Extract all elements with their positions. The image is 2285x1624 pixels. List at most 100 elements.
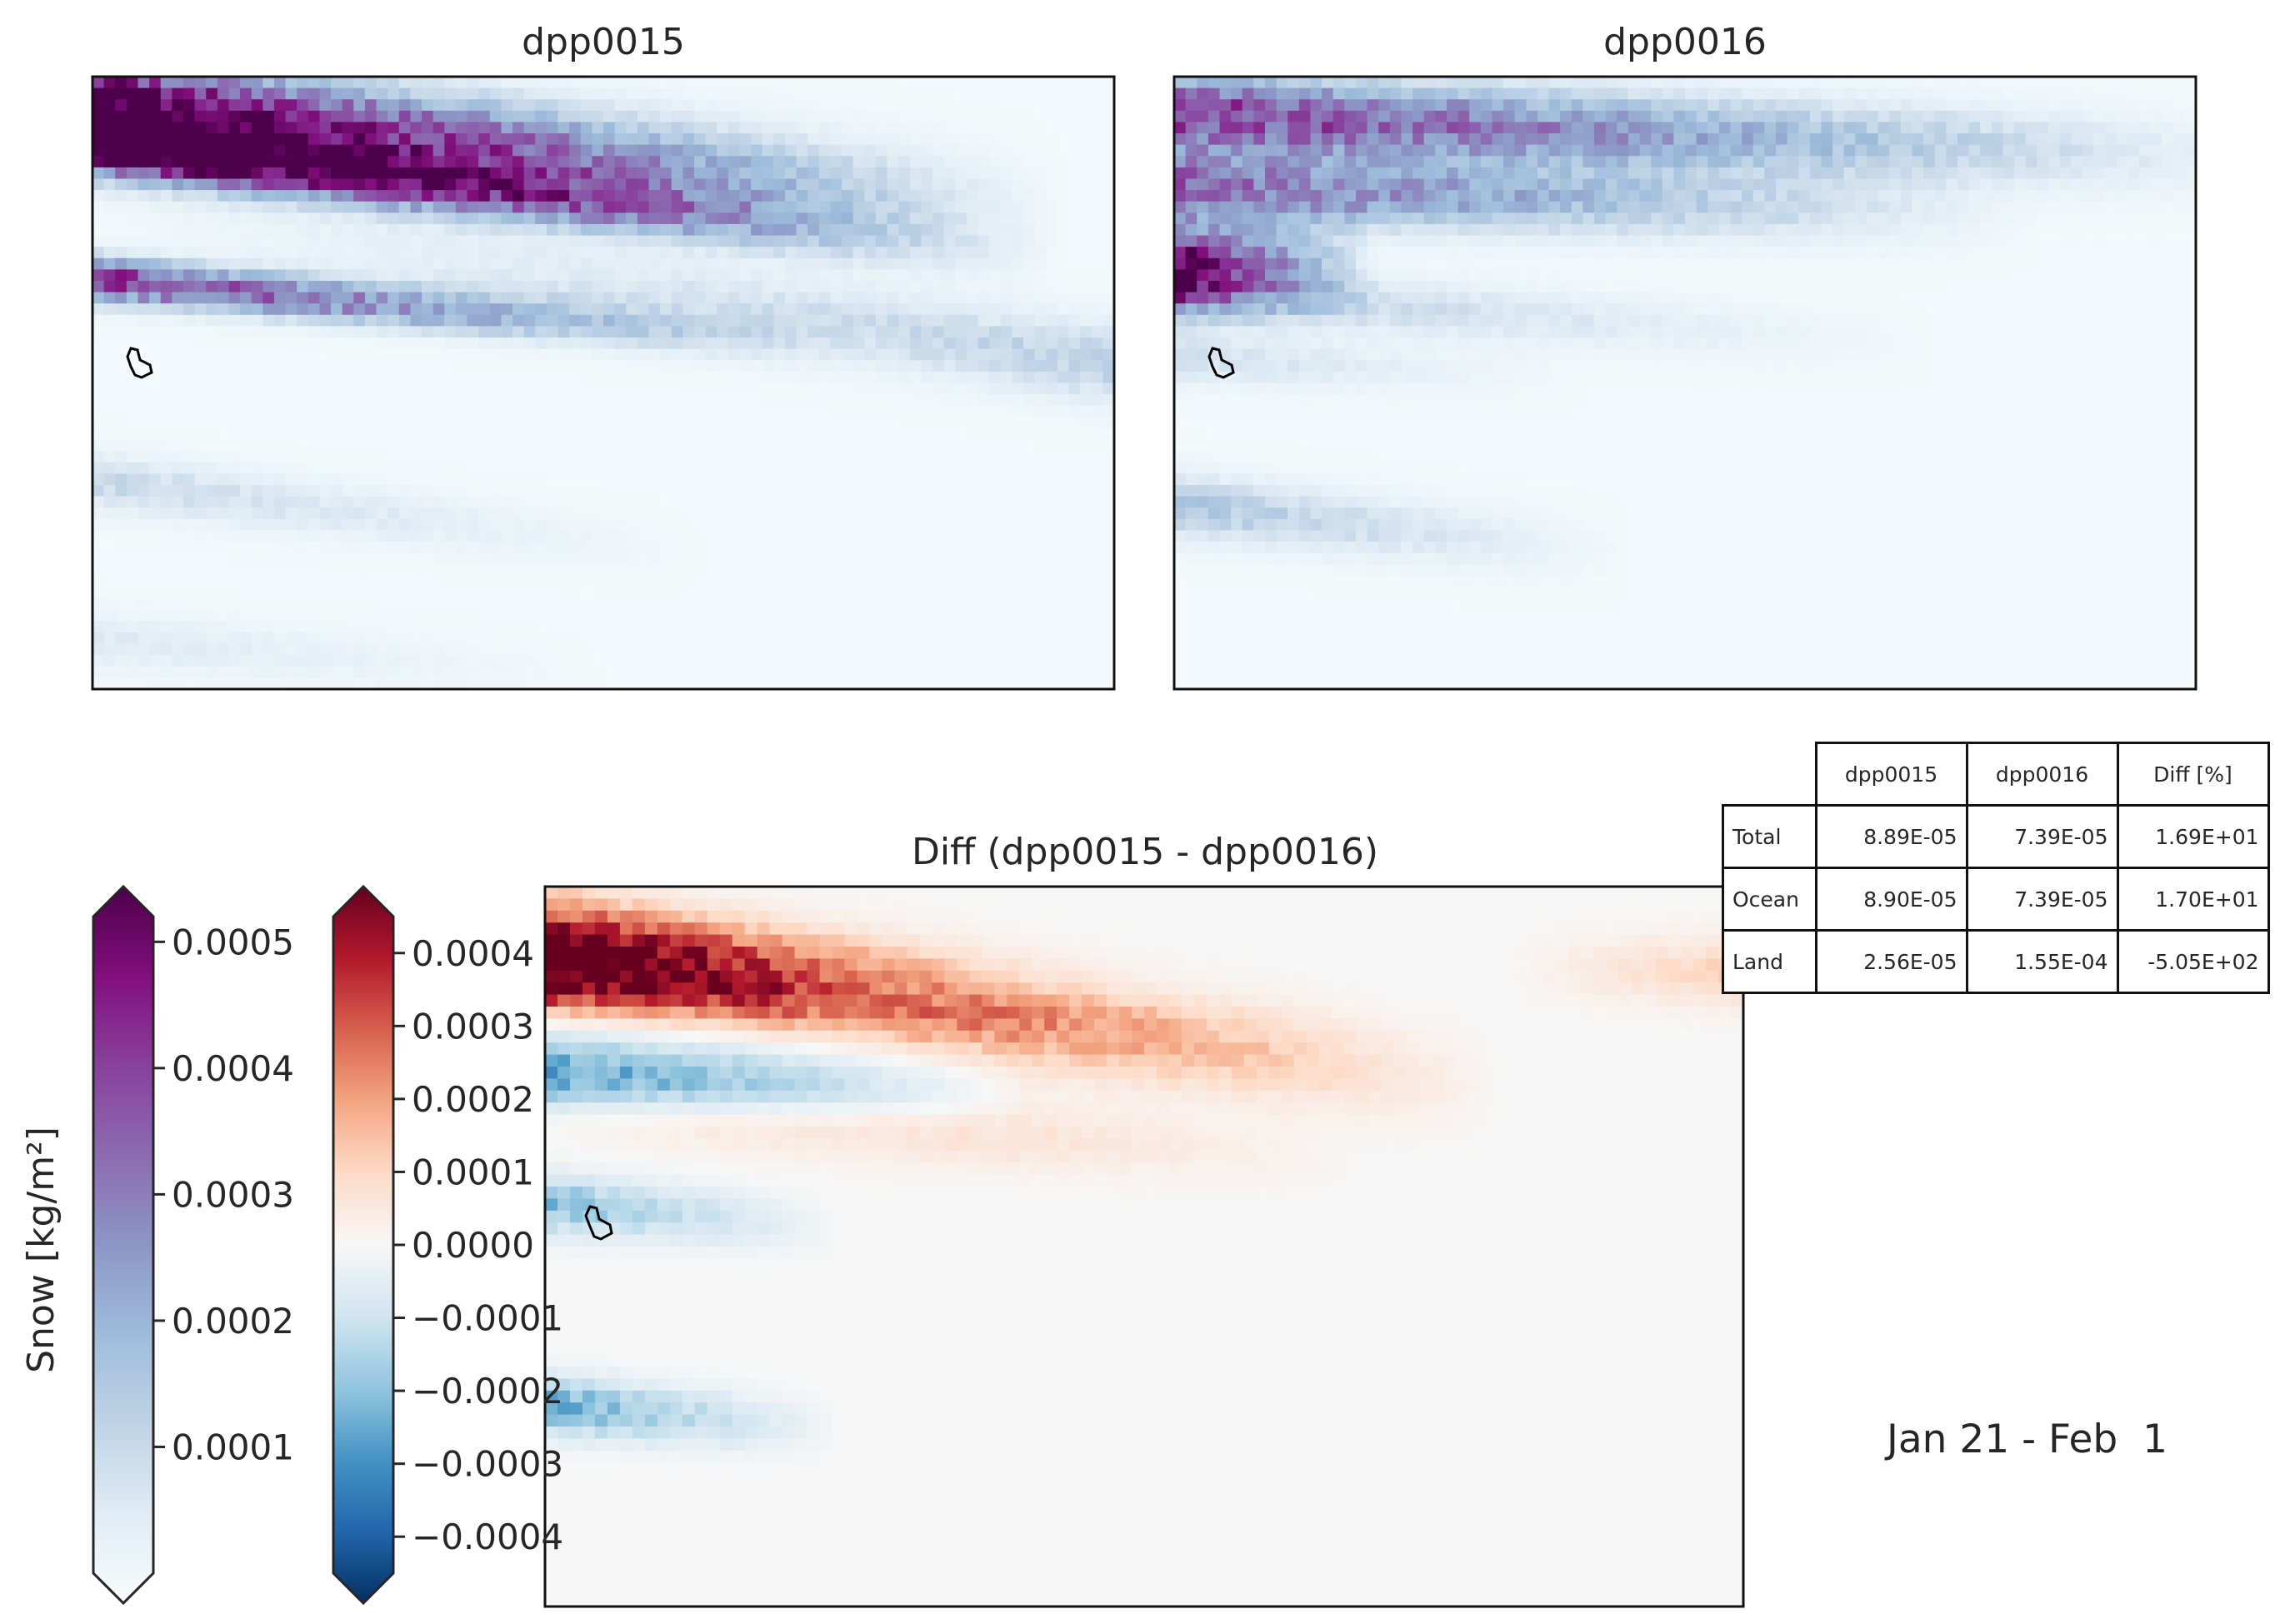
heatmap-cell [1219,77,1231,88]
heatmap-cell [422,417,433,428]
heatmap-cell [888,576,899,587]
heatmap-cell [512,598,524,610]
heatmap-cell [808,360,819,372]
heatmap-cell [468,462,479,474]
heatmap-cell [672,428,683,440]
heatmap-cell [127,88,138,100]
heatmap-cell [581,349,592,361]
heatmap-cell [739,111,751,122]
heatmap-cell [342,587,354,599]
heatmap-cell [864,315,876,327]
heatmap-cell [138,111,149,122]
heatmap-cell [638,485,649,497]
heatmap-cell [422,530,433,542]
heatmap-cell [331,111,342,122]
heatmap-cell [1080,553,1092,565]
heatmap-cell [297,179,308,191]
heatmap-cell [115,542,127,553]
heatmap-cell [422,247,433,258]
heatmap-cell [388,372,399,383]
heatmap-cell [444,111,456,122]
heatmap-cell [127,281,138,292]
heatmap-cell [717,145,728,157]
heatmap-cell [512,667,524,678]
heatmap-cell [830,349,842,361]
heatmap-cell [853,394,865,406]
heatmap-cell [388,349,399,361]
heatmap-cell [274,428,286,440]
heatmap-cell [569,655,581,667]
heatmap-cell [1023,156,1035,167]
heatmap-cell [274,644,286,656]
heatmap-cell [967,587,978,599]
heatmap-cell [797,507,808,519]
heatmap-cell [377,507,388,519]
heatmap-cell [422,507,433,519]
heatmap-cell [161,553,172,565]
heatmap-cell [808,156,819,167]
heatmap-cell [706,497,718,508]
heatmap-cell [286,258,298,270]
heatmap-cell [342,644,354,656]
heatmap-cell [842,655,853,667]
heatmap-cell [648,133,660,145]
heatmap-cell [331,145,342,157]
heatmap-cell [422,383,433,395]
heatmap-cell [252,644,263,656]
heatmap-cell [910,99,922,111]
heatmap-cell [876,236,888,247]
heatmap-cell [433,202,445,213]
heatmap-cell [1035,236,1047,247]
heatmap-cell [728,473,740,485]
heatmap-cell [274,258,286,270]
heatmap-cell [1069,417,1081,428]
heatmap-cell [206,247,218,258]
heatmap-cell [512,133,524,145]
heatmap-cell [615,303,627,315]
heatmap-cell [797,655,808,667]
heatmap-cell [842,667,853,678]
heatmap-cell [615,519,627,531]
heatmap-cell [876,383,888,395]
heatmap-cell [353,122,365,133]
heatmap-cell [785,77,797,88]
heatmap-cell [762,473,774,485]
heatmap-cell [558,337,570,349]
heatmap-cell [161,417,172,428]
heatmap-cell [706,179,718,191]
heatmap-cell [478,587,490,599]
heatmap-cell [308,621,320,632]
heatmap-cell [785,564,797,576]
heatmap-cell [195,315,207,327]
heatmap-cell [762,553,774,565]
heatmap-cell [104,179,116,191]
heatmap-cell [898,473,910,485]
heatmap-cell [989,485,1001,497]
heatmap-cell [967,451,978,462]
heatmap-cell [921,236,932,247]
heatmap-cell [751,372,762,383]
heatmap-cell [638,292,649,304]
heatmap-cell [1001,644,1012,656]
heatmap-cell [1447,77,1458,88]
heatmap-cell [240,632,252,644]
heatmap-cell [422,576,433,587]
heatmap-cell [967,428,978,440]
heatmap-cell [319,236,331,247]
heatmap-cell [955,236,967,247]
heatmap-cell [694,224,706,236]
heatmap-cell [558,292,570,304]
heatmap-cell [1046,258,1058,270]
heatmap-cell [524,167,536,179]
heatmap-cell [410,202,422,213]
heatmap-cell [615,269,627,281]
heatmap-cell [1069,133,1081,145]
heatmap-cell [218,655,229,667]
heatmap-cell [581,383,592,395]
heatmap-cell [1023,224,1035,236]
heatmap-cell [547,677,558,689]
heatmap-cell [115,553,127,565]
heatmap-cell [1092,632,1103,644]
heatmap-cell [978,507,990,519]
heatmap-cell [1080,212,1092,224]
